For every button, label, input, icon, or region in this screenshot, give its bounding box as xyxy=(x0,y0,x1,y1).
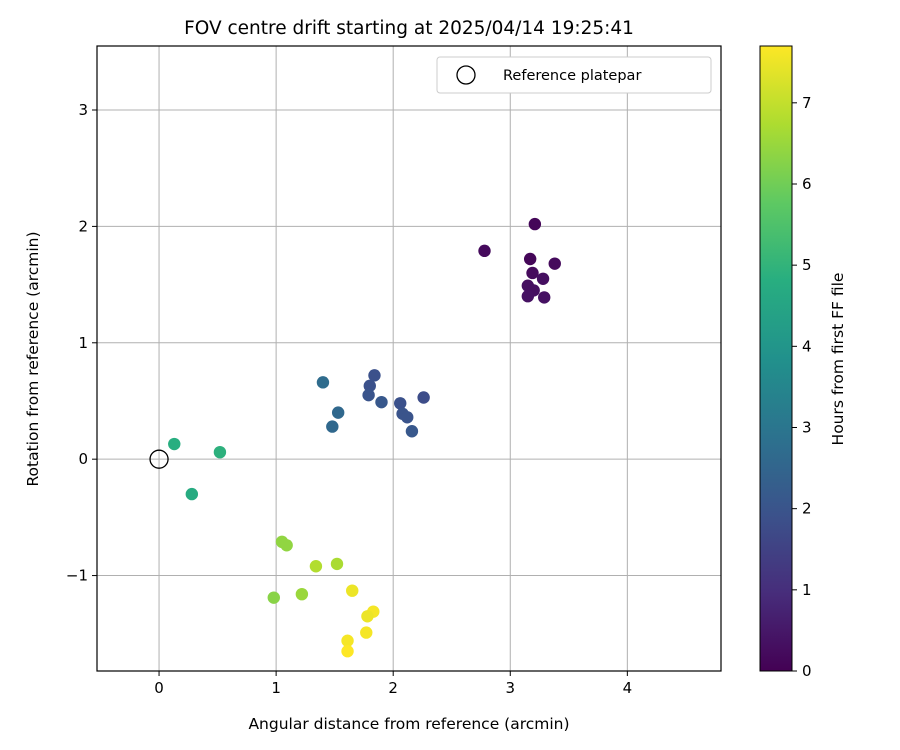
colorbar-ticks: 0 1 2 3 4 5 6 7 xyxy=(792,94,812,680)
colorbar-tick-label: 6 xyxy=(802,175,812,193)
chart-title: FOV centre drift starting at 2025/04/14 … xyxy=(184,18,634,39)
scatter-point xyxy=(368,369,381,382)
scatter-point xyxy=(363,379,376,393)
reference-marker-layer xyxy=(149,449,169,469)
scatter-point xyxy=(401,411,414,424)
x-tick-label: 2 xyxy=(388,679,398,697)
scatter-point xyxy=(341,634,354,647)
legend-label: Reference platepar xyxy=(503,68,641,84)
colorbar-tick-label: 2 xyxy=(802,500,812,518)
reference-platepar-marker xyxy=(149,449,169,469)
scatter-point xyxy=(528,217,542,231)
scatter-point xyxy=(331,406,345,419)
y-tick-label: 0 xyxy=(78,450,88,468)
legend-box xyxy=(436,56,712,94)
colorbar-gradient xyxy=(759,45,793,672)
y-axis-ticks: −1 0 1 2 3 xyxy=(66,101,97,585)
x-tick-label: 4 xyxy=(623,679,633,697)
y-tick-label: 3 xyxy=(78,101,88,119)
scatter-point xyxy=(523,252,537,266)
scatter-point xyxy=(526,266,539,280)
scatter-point xyxy=(341,645,354,658)
legend: Reference platepar xyxy=(436,56,712,94)
scatter-point xyxy=(168,437,181,451)
colorbar-tick-label: 3 xyxy=(802,418,812,436)
scatter-point xyxy=(375,395,388,409)
colorbar-tick-label: 1 xyxy=(802,581,812,599)
colorbar-tick-label: 0 xyxy=(802,662,812,680)
scatter-point xyxy=(360,626,373,639)
y-axis-label: Rotation from reference (arcmin) xyxy=(24,231,42,486)
x-tick-label: 3 xyxy=(505,679,515,697)
x-tick-label: 1 xyxy=(271,679,281,697)
y-tick-label: 1 xyxy=(78,334,88,352)
scatter-point xyxy=(548,257,561,270)
colorbar: 0 1 2 3 4 5 6 7 Hours from first FF file xyxy=(759,45,847,680)
y-tick-label: −1 xyxy=(66,567,88,585)
scatter-point xyxy=(295,587,309,601)
scatter-point xyxy=(361,610,374,623)
scatter-point xyxy=(213,445,227,459)
grid xyxy=(97,46,721,671)
scatter-point xyxy=(521,290,535,303)
colorbar-label: Hours from first FF file xyxy=(829,273,847,446)
scatter-point xyxy=(394,397,407,410)
plot-frame xyxy=(96,45,722,672)
colorbar-tick-label: 7 xyxy=(802,94,812,112)
y-tick-label: 2 xyxy=(78,217,88,235)
legend-reference-marker xyxy=(456,65,476,85)
scatter-point xyxy=(326,420,339,433)
scatter-point xyxy=(280,539,293,552)
x-tick-label: 0 xyxy=(154,679,164,697)
scatter-point xyxy=(185,487,199,501)
scatter-point xyxy=(417,391,430,404)
scatter-point xyxy=(362,388,375,402)
x-axis-ticks: 0 1 2 3 4 xyxy=(154,671,632,697)
scatter-point xyxy=(478,244,491,258)
scatter-point xyxy=(330,557,344,571)
scatter-point xyxy=(309,560,323,573)
scatter-point xyxy=(538,291,551,304)
x-axis-label: Angular distance from reference (arcmin) xyxy=(248,715,569,733)
scatter-point xyxy=(267,591,280,604)
scatter-point xyxy=(536,272,550,285)
colorbar-tick-label: 4 xyxy=(802,337,812,355)
scatter-point xyxy=(316,376,330,389)
data-points xyxy=(168,217,561,658)
scatter-point xyxy=(405,425,419,438)
scatter-point xyxy=(346,584,359,597)
colorbar-tick-label: 5 xyxy=(802,256,812,274)
